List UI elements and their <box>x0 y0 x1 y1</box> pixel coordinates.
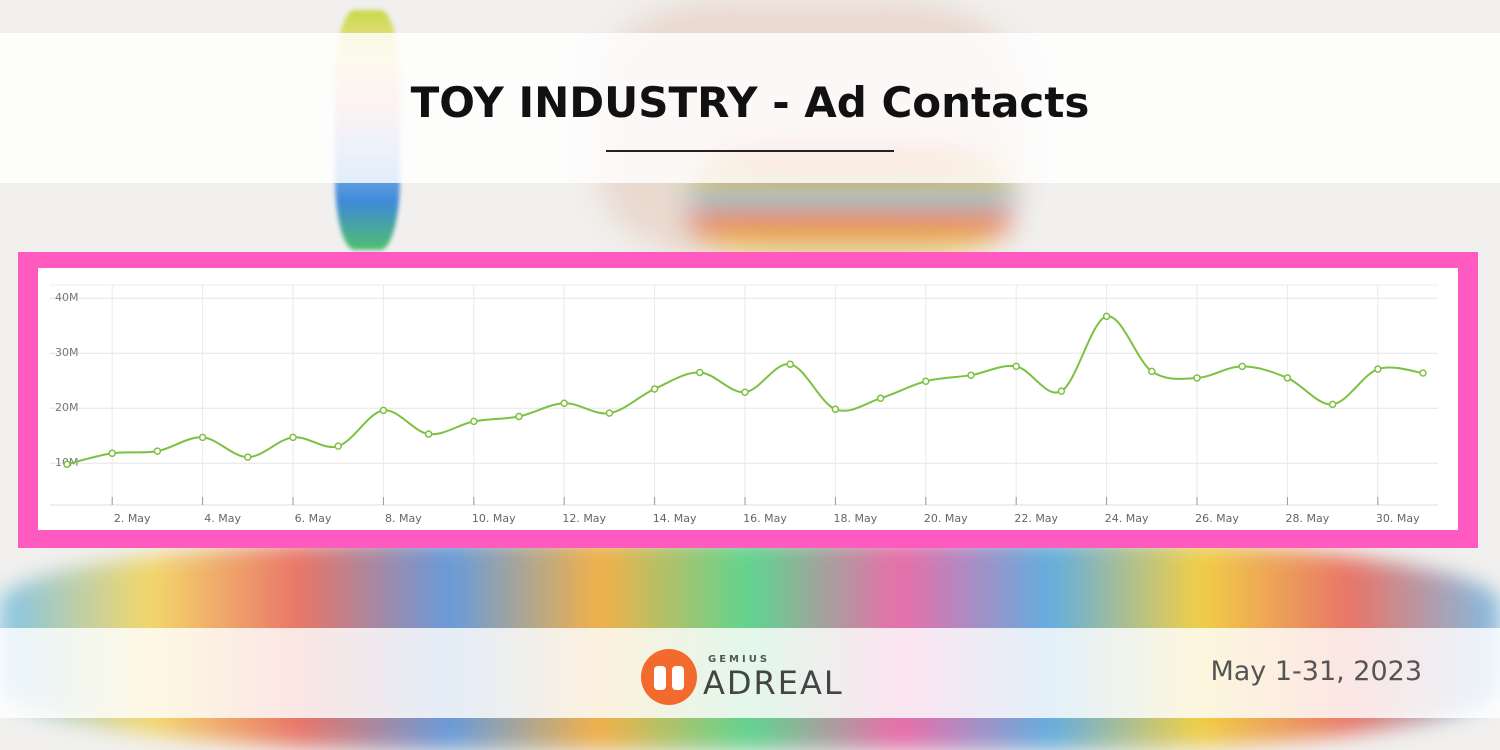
point <box>244 453 252 461</box>
point <box>1238 362 1246 371</box>
point <box>470 417 478 426</box>
point <box>153 447 162 455</box>
point <box>650 385 659 393</box>
x-tick-label: 20. May <box>924 512 968 525</box>
x-tick-label: 4. May <box>204 512 241 525</box>
point <box>1283 374 1292 382</box>
y-tick-label: 20M <box>55 401 79 414</box>
point <box>1328 400 1337 409</box>
point <box>922 377 930 385</box>
point <box>334 442 342 450</box>
point <box>560 399 568 407</box>
point <box>1148 367 1156 376</box>
x-tick-label: 18. May <box>834 512 878 525</box>
point <box>1012 362 1020 371</box>
x-tick-label: 2. May <box>114 512 151 525</box>
y-tick-label: 30M <box>55 346 79 359</box>
point <box>1057 387 1066 395</box>
point <box>876 394 885 403</box>
x-tick-label: 6. May <box>295 512 332 525</box>
y-tick-label: 40M <box>55 291 79 304</box>
point <box>1102 312 1111 321</box>
point <box>63 460 71 469</box>
point <box>515 412 523 421</box>
title-band <box>0 33 1500 183</box>
point <box>379 406 388 415</box>
logo-icon <box>641 649 697 705</box>
point <box>967 371 975 379</box>
title: TOY INDUSTRY - Ad Contacts <box>410 78 1090 127</box>
title-underline <box>606 150 894 152</box>
footer-band <box>0 628 1500 718</box>
point <box>786 360 794 368</box>
brand-top: GEMIUS <box>708 654 771 665</box>
date: May 1-31, 2023 <box>1210 656 1422 687</box>
x-tick-label: 14. May <box>653 512 697 525</box>
x-tick-label: 28. May <box>1286 512 1330 525</box>
x-tick-label: 30. May <box>1376 512 1420 525</box>
brand: ADREAL <box>703 664 844 702</box>
point <box>605 409 614 417</box>
point <box>696 368 704 377</box>
point <box>1419 369 1427 377</box>
plot-bg <box>38 268 1458 530</box>
x-tick-label: 16. May <box>743 512 787 525</box>
x-tick-label: 10. May <box>472 512 516 525</box>
x-tick-label: 22. May <box>1014 512 1058 525</box>
x-tick-label: 8. May <box>385 512 422 525</box>
point <box>198 433 207 442</box>
point <box>108 449 116 458</box>
point <box>424 430 433 438</box>
point <box>289 433 297 442</box>
point <box>831 405 840 414</box>
x-tick-label: 26. May <box>1195 512 1239 525</box>
point <box>1193 374 1201 382</box>
point <box>1374 365 1382 373</box>
x-tick-label: 12. May <box>562 512 606 525</box>
point <box>741 388 749 396</box>
x-tick-label: 24. May <box>1105 512 1149 525</box>
